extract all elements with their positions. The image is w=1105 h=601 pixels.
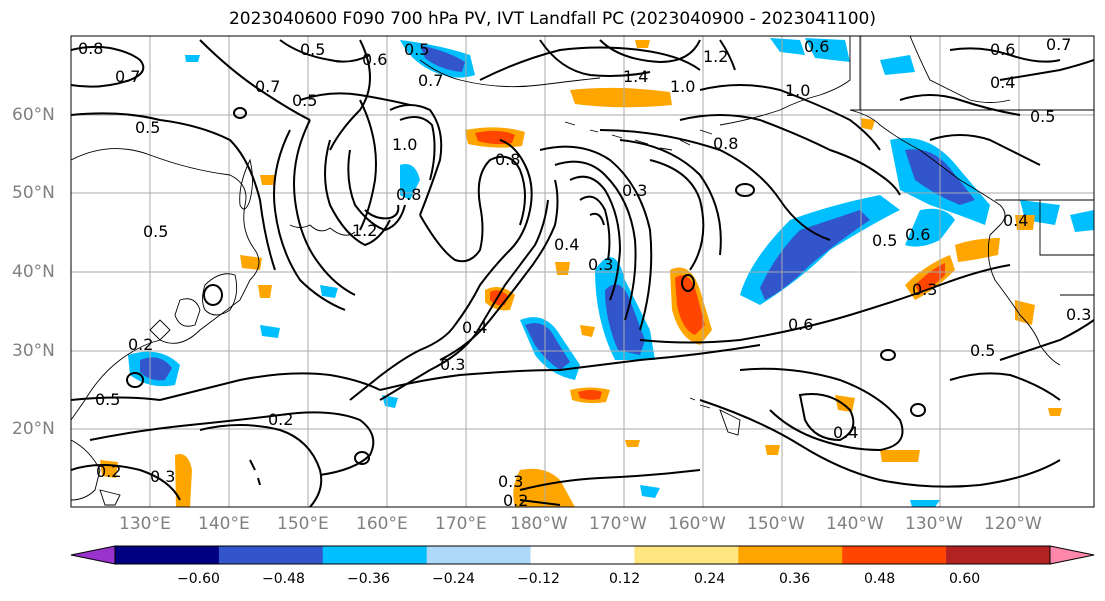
contour-label: 0.5 — [300, 40, 325, 59]
contour-label: 0.3 — [912, 280, 937, 299]
lon-label: 180°W — [510, 514, 568, 534]
contour-label: 0.6 — [905, 225, 930, 244]
colorbar-right-extension — [1049, 545, 1095, 565]
contour-label: 0.3 — [498, 472, 523, 491]
contour-label: 0.3 — [588, 255, 613, 274]
contour-label: 0.3 — [1066, 305, 1091, 324]
contour-label: 0.3 — [622, 181, 647, 200]
coastlines — [71, 36, 1094, 506]
lon-label: 160°E — [356, 514, 408, 534]
contour-label: 0.4 — [554, 235, 579, 254]
contour-label: 1.4 — [623, 67, 648, 86]
contour-label: 0.5 — [135, 118, 160, 137]
map-title: 2023040600 F090 700 hPa PV, IVT Landfall… — [228, 9, 876, 29]
contour-label: 0.4 — [833, 423, 858, 442]
contour-label: 0.5 — [143, 222, 168, 241]
colorbar-bin — [634, 546, 739, 564]
contour-label: 0.4 — [1003, 211, 1028, 230]
colorbar-bin — [530, 546, 635, 564]
graticule — [71, 36, 1094, 507]
lon-label: 120°W — [984, 514, 1042, 534]
lon-label: 140°W — [826, 514, 884, 534]
lon-label: 130°E — [119, 514, 171, 534]
contour-label: 0.2 — [503, 491, 528, 510]
contour-label: 0.8 — [78, 39, 103, 58]
contour-label: 0.8 — [713, 134, 738, 153]
contour-label: 0.8 — [495, 150, 520, 169]
colorbar-bins — [115, 546, 1051, 564]
lat-label: 60°N — [12, 105, 55, 125]
contour-label: 0.3 — [150, 467, 175, 486]
colorbar-tick-label: 0.60 — [949, 571, 981, 587]
colorbar-tick-label: −0.36 — [347, 571, 390, 587]
colorbar-tick-label: −0.48 — [262, 571, 305, 587]
lon-label: 170°W — [589, 514, 647, 534]
map-frame — [70, 35, 1095, 508]
contour-labels: 0.8 0.7 0.5 0.6 0.5 0.7 0.6 0.7 0.5 0.6 … — [78, 35, 1091, 510]
colorbar-bin — [115, 546, 220, 564]
colorbar-tick-label: −0.60 — [177, 571, 220, 587]
contour-label: 0.7 — [418, 71, 443, 90]
contour-label: 0.4 — [462, 318, 487, 337]
contour-label: 1.2 — [352, 221, 377, 240]
colorbar-outline — [114, 545, 1051, 565]
contour-label: 1.0 — [392, 135, 417, 154]
lon-label: 160°W — [668, 514, 726, 534]
colorbar-bin — [426, 546, 532, 564]
contour-label: 0.5 — [1030, 107, 1055, 126]
contour-label: 0.2 — [268, 410, 293, 429]
contour-label: 0.6 — [990, 40, 1015, 59]
lon-label: 130°W — [905, 514, 963, 534]
pv-contours — [71, 39, 1094, 507]
contour-label: 0.8 — [396, 185, 421, 204]
colorbar-bin — [842, 546, 947, 564]
lat-label: 40°N — [12, 262, 55, 282]
colorbar-tick-label: 0.24 — [694, 571, 726, 587]
colorbar — [70, 545, 1095, 565]
contour-label: 0.5 — [970, 341, 995, 360]
colorbar-tick-label: −0.12 — [517, 571, 560, 587]
lon-label: 170°E — [435, 514, 487, 534]
colorbar-tick-label: 0.12 — [609, 571, 641, 587]
colorbar-left-extension — [70, 545, 116, 565]
contour-label: 0.2 — [96, 462, 121, 481]
contour-label: 0.6 — [804, 37, 829, 56]
contour-label: 0.2 — [128, 335, 153, 354]
lon-label: 150°E — [277, 514, 329, 534]
contour-label: 0.5 — [404, 40, 429, 59]
small-contour-cells — [126, 107, 926, 465]
lat-label: 50°N — [12, 183, 55, 203]
contour-label: 0.5 — [872, 231, 897, 250]
colorbar-bin — [946, 546, 1051, 564]
contour-label: 0.7 — [115, 67, 140, 86]
contour-label: 0.7 — [255, 77, 280, 96]
contour-label: 0.3 — [440, 355, 465, 374]
colorbar-bin — [322, 546, 428, 564]
contour-label: 0.7 — [1046, 35, 1071, 54]
colorbar-bin — [218, 546, 324, 564]
colorbar-tick-label: −0.24 — [432, 571, 475, 587]
contour-label: 1.0 — [670, 77, 695, 96]
colorbar-tick-label: 0.36 — [779, 571, 811, 587]
lat-label: 30°N — [12, 341, 55, 361]
contour-label: 0.5 — [292, 91, 317, 110]
contour-label: 0.4 — [990, 73, 1015, 92]
colorbar-tick-label: 0.48 — [864, 571, 896, 587]
contour-label: 0.6 — [788, 315, 813, 334]
lon-label: 150°W — [747, 514, 805, 534]
lat-label: 20°N — [12, 419, 55, 439]
contour-label: 1.2 — [703, 47, 728, 66]
contour-label: 0.6 — [362, 50, 387, 69]
lon-label: 140°E — [198, 514, 250, 534]
contour-label: 1.0 — [785, 81, 810, 100]
contour-label: 0.5 — [95, 390, 120, 409]
colorbar-bin — [738, 546, 843, 564]
